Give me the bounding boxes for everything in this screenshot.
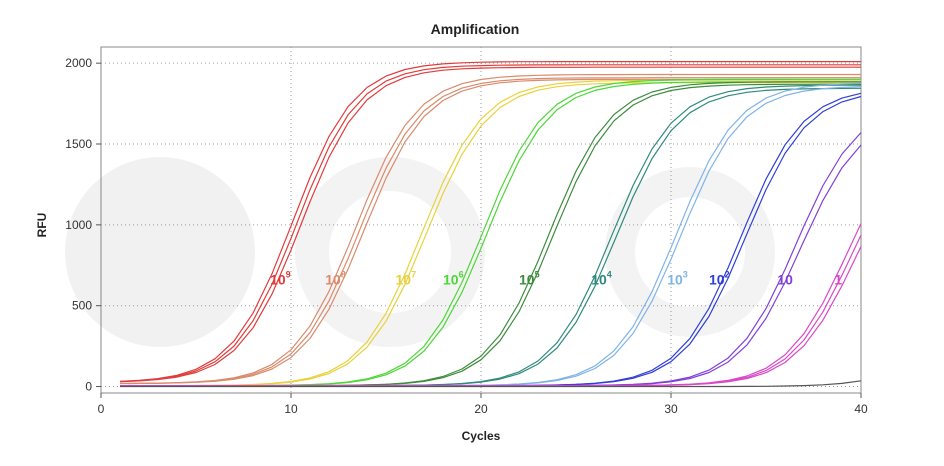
- series-label: 104: [591, 270, 612, 288]
- amplification-curve: [119, 73, 861, 385]
- series-label: 106: [443, 270, 464, 288]
- x-tick-label: 10: [284, 402, 298, 416]
- series-label: 109: [270, 270, 291, 288]
- x-axis-label: Cycles: [462, 429, 501, 443]
- x-tick-label: 0: [98, 402, 105, 416]
- series-labels: 109 108 107 106 105 104 103 102 10 1: [270, 270, 842, 288]
- x-tick-label: 40: [854, 402, 868, 416]
- series-label: 103: [667, 270, 688, 288]
- watermark-logo: [65, 157, 775, 347]
- amplification-curves: [119, 60, 862, 388]
- amplification-curve: [119, 60, 861, 382]
- amplification-curve: [119, 64, 861, 383]
- y-tick-label: 1000: [65, 218, 92, 232]
- amplification-curve: [120, 246, 862, 387]
- y-tick-label: 1500: [65, 137, 92, 151]
- series-label: 102: [709, 270, 730, 288]
- chart-title: Amplification: [431, 21, 520, 37]
- x-axis-ticks: 0 10 20 30 40: [98, 393, 868, 416]
- series-label: 10: [777, 272, 793, 288]
- series-label: 1: [834, 272, 842, 288]
- y-tick-label: 500: [72, 299, 92, 313]
- y-tick-label: 2000: [65, 56, 92, 70]
- y-axis-label: RFU: [35, 213, 49, 238]
- y-tick-label: 0: [85, 380, 92, 394]
- x-tick-label: 20: [474, 402, 488, 416]
- amplification-curve: [120, 380, 862, 388]
- amplification-curve: [119, 66, 861, 383]
- series-label: 105: [519, 270, 540, 288]
- series-label: 107: [396, 270, 417, 288]
- x-tick-label: 30: [664, 402, 678, 416]
- series-label: 108: [325, 270, 346, 288]
- amplification-curve: [119, 77, 861, 385]
- y-axis-ticks: 0 500 1000 1500 2000: [65, 56, 101, 394]
